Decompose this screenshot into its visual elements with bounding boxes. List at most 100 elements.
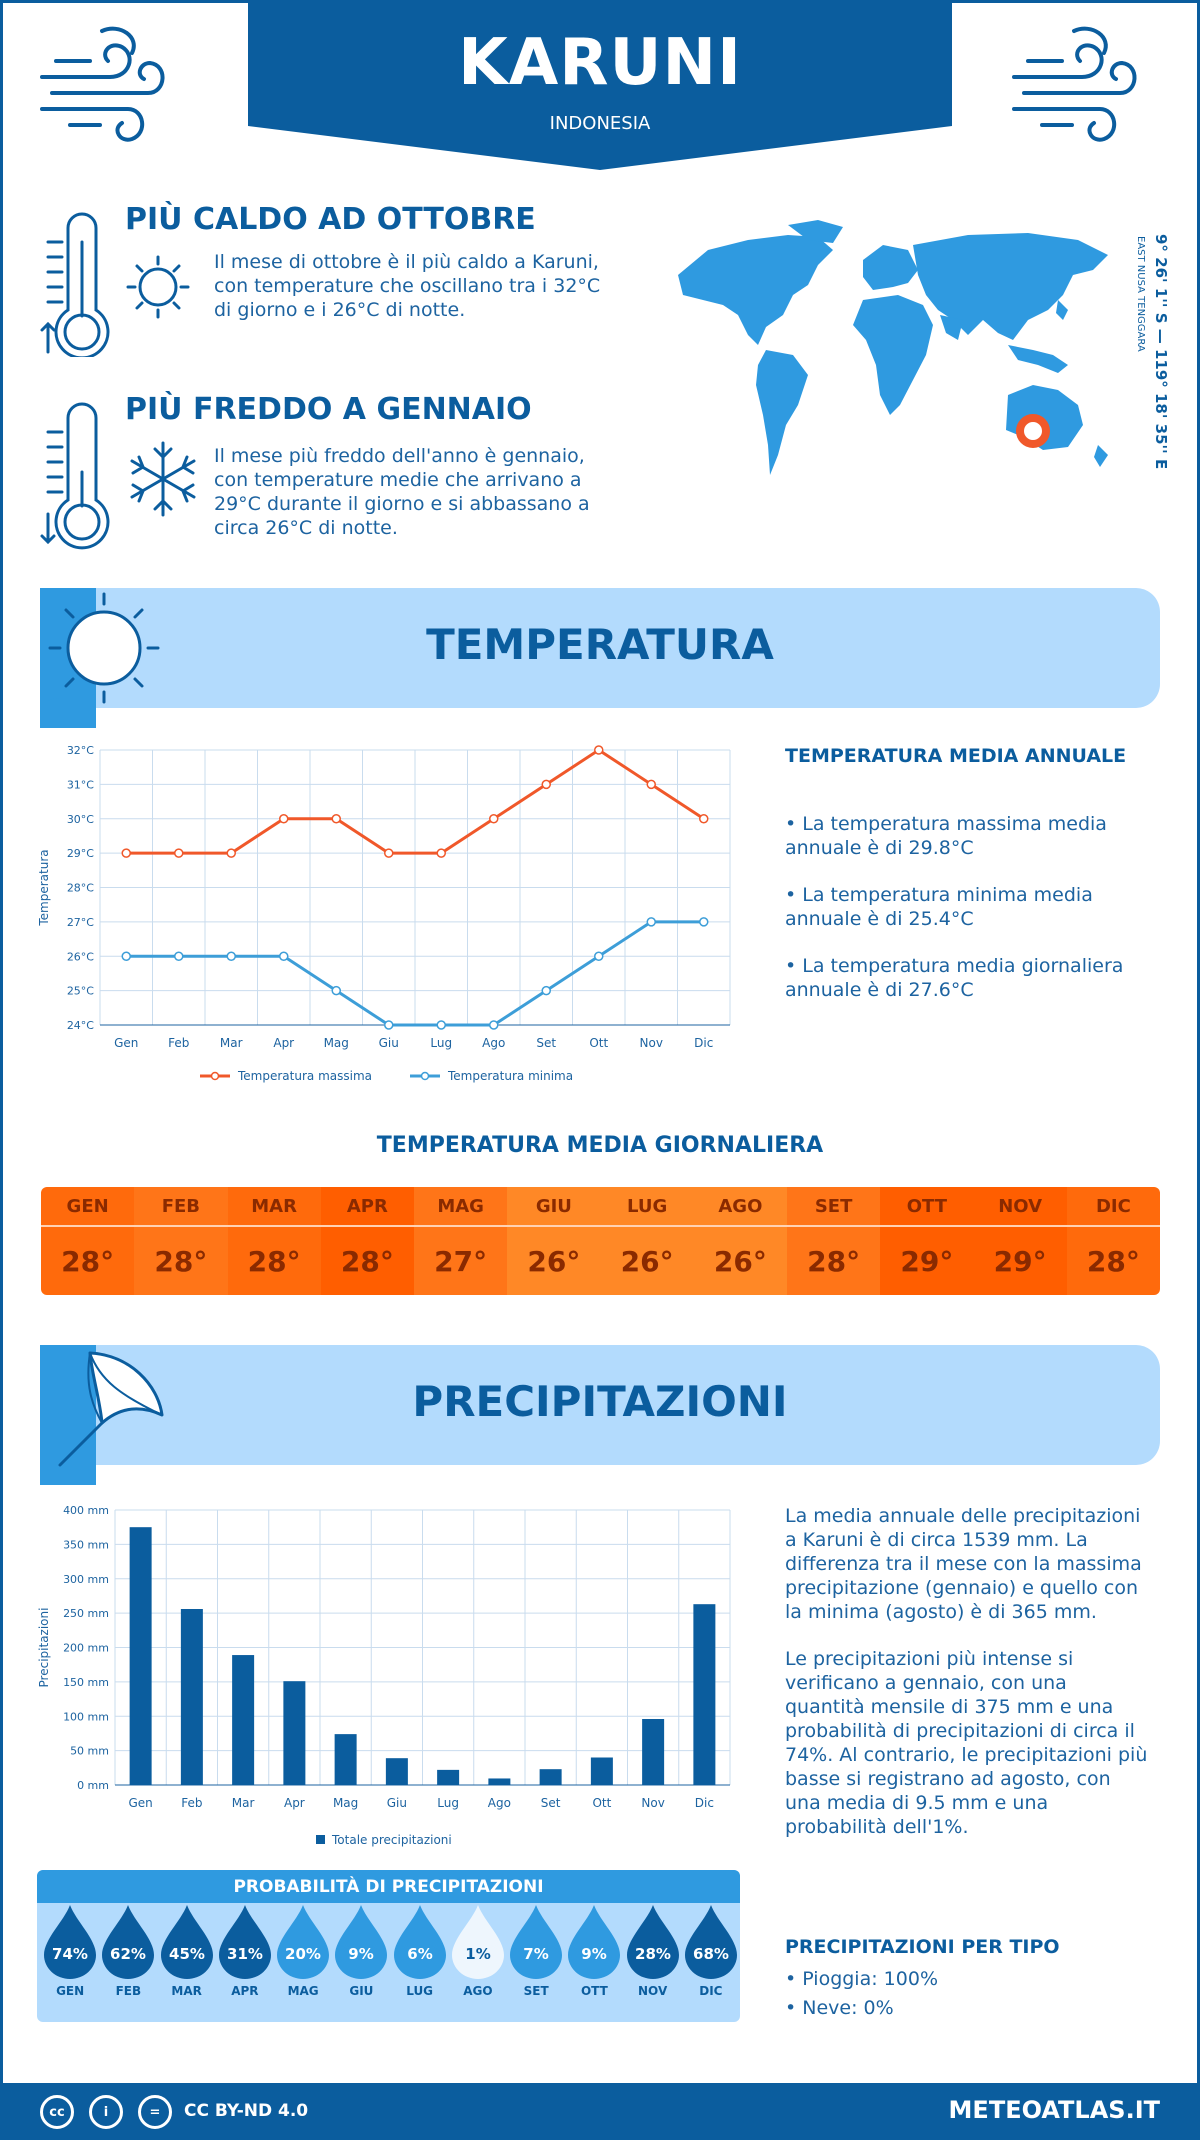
data-point [699,917,709,927]
precip-bar [437,1769,460,1785]
data-point [436,1020,446,1030]
daily-temp-column: LUG 26° [600,1187,694,1295]
y-tick-label: 250 mm [63,1607,109,1620]
wind-icon [1012,26,1137,142]
daily-temp-column: FEB 28° [134,1187,228,1295]
daily-temp-column: GEN 28° [41,1187,135,1295]
precip-probability-month: SET [523,1984,549,1998]
precip-type-rain: • Pioggia: 100% [785,1968,938,1990]
precip-probability-drop: 20% MAG [274,1903,332,1998]
legend-label: Temperatura massima [237,1069,372,1083]
y-tick-label: 150 mm [63,1676,109,1689]
y-tick-label: 29°C [67,847,94,860]
raindrop-shape [335,1905,388,1979]
divider [134,1225,228,1227]
footer-bar [0,2083,1200,2140]
daily-temp-value: 28° [154,1244,208,1278]
daily-temp-title: TEMPERATURA MEDIA GIORNALIERA [376,1133,824,1158]
precip-probability-value: 45% [169,1945,205,1963]
raindrop-icon: 1% [451,1905,504,1979]
precip-probability-drop: 62% FEB [99,1903,157,1998]
daily-temp-month: FEB [161,1195,201,1217]
daily-temp-column: AGO 26° [693,1187,787,1295]
precip-probability-value: 28% [635,1945,671,1963]
thermometer-hot-icon [40,212,190,357]
data-point [489,1020,499,1030]
precip-probability-drop: 28% NOV [624,1903,682,1998]
daily-temp-value: 28° [61,1244,115,1278]
precip-paragraph-2: Le precipitazioni più intense si verific… [785,1648,1148,1838]
precip-probability-value: 31% [227,1945,263,1963]
precip-probability-month: MAR [171,1984,202,1998]
divider [600,1225,694,1227]
daily-temp-month: APR [346,1195,388,1217]
divider [507,1225,601,1227]
daily-temp-value: 26° [620,1244,674,1278]
sun-icon [40,588,160,728]
precip-bar [232,1655,255,1785]
daily-temp-column: MAG 27° [414,1187,508,1295]
precip-bar [283,1681,306,1785]
data-point [594,745,604,755]
data-point [489,814,499,824]
daily-temp-value: 28° [340,1244,394,1278]
raindrop-icon: 6% [393,1905,446,1979]
daily-temp-value: 28° [807,1244,861,1278]
precip-bar [642,1719,665,1785]
daily-temp-value: 27° [434,1244,488,1278]
location-marker-icon [1016,414,1050,448]
coordinates-region: EAST NUSA TENGGARA [1138,236,1146,352]
data-point [174,951,184,961]
daily-temp-column: GIU 26° [507,1187,601,1295]
daily-temp-column: MAR 28° [227,1187,321,1295]
precip-probability-value: 20% [285,1945,321,1963]
y-axis-label: Precipitazioni [37,1608,51,1688]
precip-probability-value: 68% [693,1945,729,1963]
precip-probability-month: NOV [638,1984,668,1998]
data-point [646,917,656,927]
precip-bar [539,1769,562,1785]
temperature-title: TEMPERATURA [426,620,774,669]
license-text: CC BY-ND 4.0 [184,2101,309,2121]
raindrop-icon: 68% [684,1905,737,1979]
x-tick-label: Mag [324,1036,349,1050]
raindrop-shape [218,1905,271,1979]
precip-bar [180,1609,203,1785]
divider [41,1225,135,1227]
precip-probability-drop: 9% OTT [565,1903,623,1998]
raindrop-icon: 31% [218,1905,271,1979]
data-point [226,951,236,961]
x-tick-label: Ago [488,1796,511,1810]
x-tick-label: Nov [640,1036,663,1050]
city-title: KARUNI [458,26,742,100]
y-tick-label: 30°C [67,813,94,826]
wind-icon [40,26,165,142]
world-map [678,220,1108,475]
x-tick-label: Set [536,1036,556,1050]
data-point [594,951,604,961]
daily-temp-month: AGO [718,1195,763,1217]
y-tick-label: 32°C [67,744,94,757]
x-tick-label: Gen [128,1796,152,1810]
raindrop-shape [393,1905,446,1979]
raindrop-shape [684,1905,737,1979]
precip-header-band [40,1345,1160,1465]
data-point [384,1020,394,1030]
daily-temp-value: 26° [713,1244,767,1278]
y-tick-label: 50 mm [70,1745,109,1758]
precipitation-chart: 0 mm 50 mm 100 mm 150 mm 200 mm 250 mm 300 mm 3… [37,1504,731,1847]
precip-bar [488,1778,511,1785]
y-tick-label: 400 mm [63,1504,109,1517]
site-link[interactable]: METEOATLAS.IT [948,2096,1160,2124]
precip-title: PRECIPITAZIONI [412,1377,788,1426]
coldest-title: PIÙ FREDDO A GENNAIO [125,392,532,427]
precip-probability-value: 9% [582,1945,607,1963]
daily-temp-column: NOV 29° [973,1187,1067,1295]
raindrop-shape [102,1905,155,1979]
y-tick-label: 25°C [67,985,94,998]
x-tick-label: Feb [181,1796,202,1810]
legend-label: Temperatura minima [447,1069,573,1083]
data-point [384,848,394,858]
precip-probability-month: MAG [287,1984,319,1998]
precip-type-snow: • Neve: 0% [785,1997,894,2019]
